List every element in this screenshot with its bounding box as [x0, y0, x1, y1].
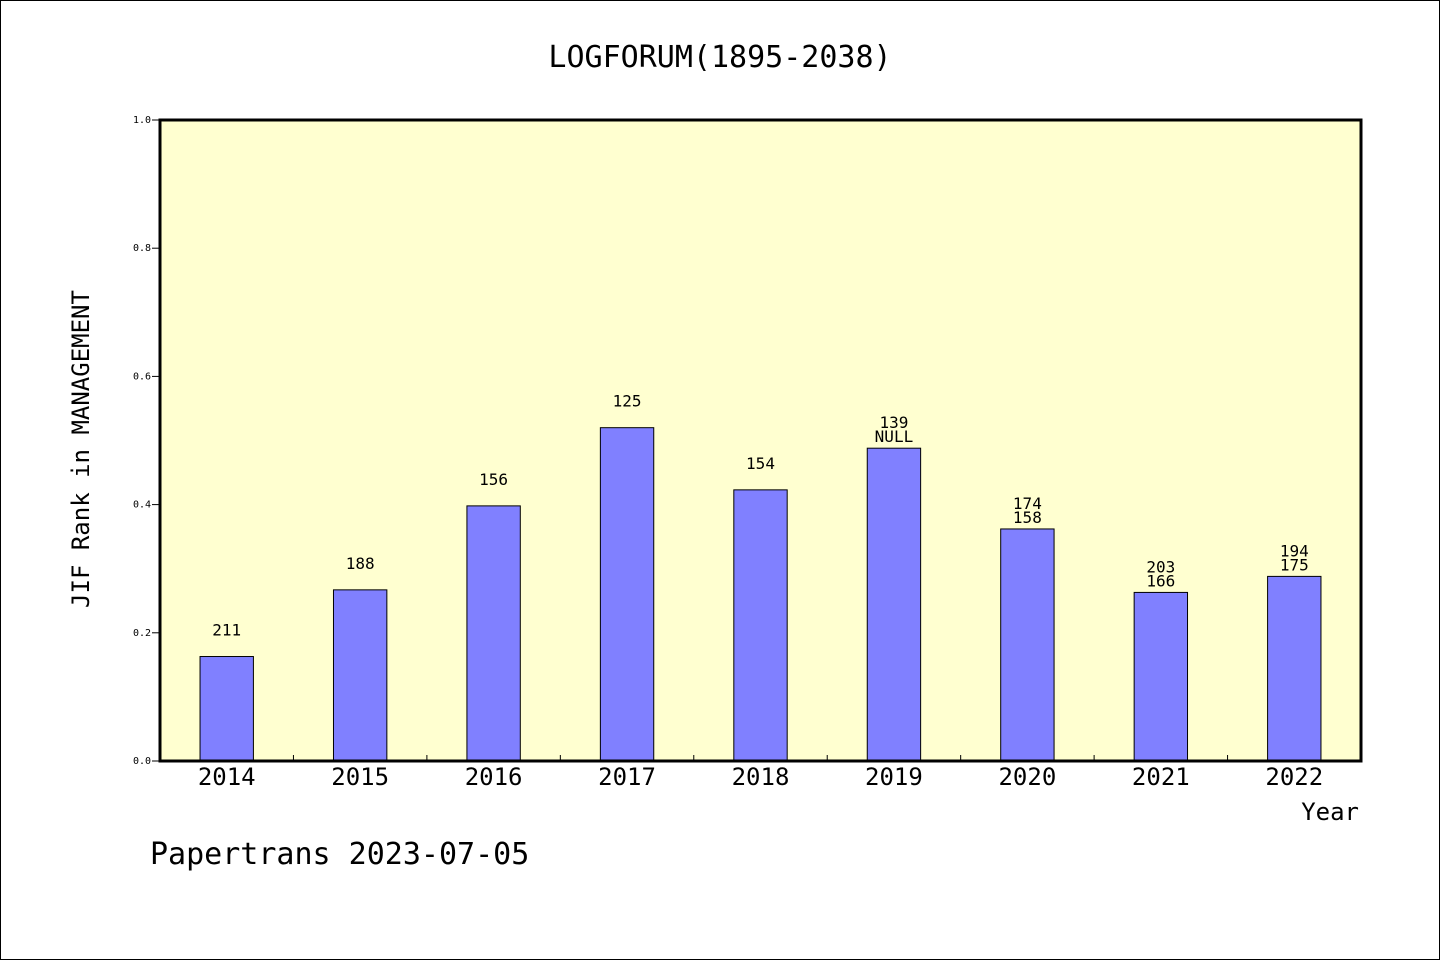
y-tick-label: 0.0 [133, 756, 151, 767]
x-tick-label: 2019 [865, 763, 923, 791]
bar-2018 [733, 489, 788, 762]
bar-data-label: 156 [479, 470, 508, 489]
x-axis-ticks: 2014 2015 2016 2017 2018 2019 2020 2021 2022 [198, 755, 1323, 791]
y-tick-label: 0.8 [133, 243, 151, 254]
bar-data-label: 154 [746, 454, 775, 473]
y-axis-label: JIF Rank in MANAGEMENT [67, 290, 95, 608]
y-tick-label: 0.6 [133, 371, 151, 382]
bar-data-label: 125 [613, 392, 642, 411]
bar-series [199, 427, 1322, 762]
x-tick-label: 2021 [1132, 763, 1190, 791]
x-tick-label: 2015 [331, 763, 389, 791]
plot-border [158, 118, 1363, 763]
bar-data-label: 166 [1146, 571, 1175, 590]
bar-data-label: 188 [346, 554, 375, 573]
chart-title: LOGFORUM(1895-2038) [548, 40, 891, 75]
x-tick-label: 2022 [1265, 763, 1323, 791]
x-tick-label: 2018 [732, 763, 790, 791]
bar-2017 [599, 427, 655, 762]
bar-data-label: 139 [879, 413, 908, 432]
bar-data-label: 158 [1013, 508, 1042, 527]
x-tick-label: 2017 [598, 763, 656, 791]
y-tick-label: 0.4 [133, 500, 151, 511]
bar-data-label: 175 [1280, 555, 1309, 574]
x-tick-label: 2016 [465, 763, 523, 791]
bar-2022 [1267, 575, 1322, 762]
y-tick-label: 1.0 [133, 115, 151, 126]
bar-2019 [866, 447, 922, 762]
bar-data-label: 174 [1013, 494, 1042, 513]
bar-data-label: 194 [1280, 541, 1309, 560]
y-tick-label: 0.2 [133, 628, 151, 639]
footer-text: Papertrans 2023-07-05 [150, 837, 529, 872]
bar-2021 [1133, 591, 1189, 762]
x-tick-label: 2020 [998, 763, 1056, 791]
bar-data-label: 211 [212, 621, 241, 640]
bar-data-label: NULL [875, 427, 914, 446]
bar-data-label: 203 [1146, 557, 1175, 576]
x-axis-label: Year [1301, 798, 1359, 826]
bar-2016 [466, 505, 521, 762]
y-axis-ticks: 0.0 0.2 0.4 0.6 0.8 1.0 [133, 115, 160, 767]
bar-2015 [332, 589, 388, 762]
x-tick-label: 2014 [198, 763, 256, 791]
bar-2014 [199, 656, 254, 762]
bar-2020 [1000, 528, 1055, 762]
